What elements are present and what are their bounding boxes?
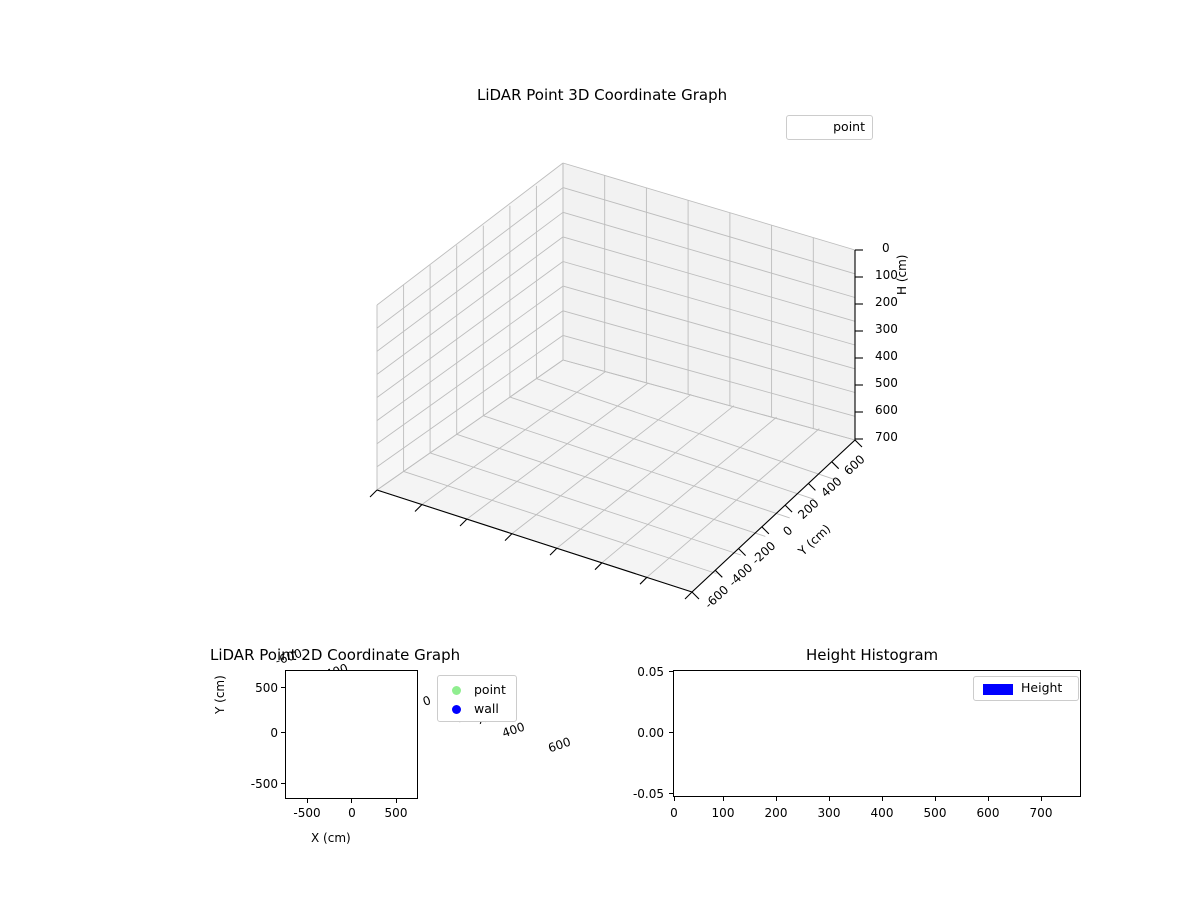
legend-entry-point-label: point (833, 119, 865, 134)
wall-marker-icon (452, 705, 461, 714)
histogram-xtick-2: 200 (764, 806, 788, 820)
y-tick-marks (691, 439, 863, 600)
plot2d-xtick-0: -500 (293, 806, 321, 820)
plot3d-ztick-6: 600 (875, 403, 898, 417)
legend-entry-point[interactable]: point (438, 680, 516, 699)
plot3d-ztick-7: 700 (875, 430, 898, 444)
plot3d-canvas (369, 162, 863, 600)
legend-entry-height-label: Height (1021, 680, 1063, 695)
legend-entry-wall[interactable]: wall (438, 699, 516, 718)
plot2d-xtickmark-2 (396, 799, 397, 803)
histogram-title: Height Histogram (806, 646, 939, 664)
plot2d-ytickmark-2 (281, 783, 285, 784)
legend-entry-point-label: point (474, 682, 506, 697)
x-tick-marks (369, 489, 693, 600)
histogram-xtickmark-7 (1041, 797, 1042, 801)
histogram-xtickmark-4 (882, 797, 883, 801)
plot2d-ytick-0: 500 (255, 681, 278, 695)
axis-spines (376, 250, 856, 593)
histogram-xtickmark-6 (988, 797, 989, 801)
pane-floor (377, 360, 855, 592)
plot3d-xtick-6: 600 (546, 734, 573, 756)
histogram-xtick-1: 100 (711, 806, 735, 820)
plot2d-xtickmark-1 (351, 799, 352, 803)
legend-entry-wall-label: wall (474, 701, 499, 716)
z-tick-marks (855, 249, 863, 440)
height-bar-swatch-icon (983, 684, 1013, 695)
plot2d-ytick-1: 0 (270, 726, 278, 740)
histogram-xtick-5: 500 (923, 806, 947, 820)
plot3d-ztick-1: 100 (875, 268, 898, 282)
histogram-ytick-1: 0.00 (637, 726, 664, 740)
histogram-ytickmark-2 (669, 793, 673, 794)
histogram-xtick-6: 600 (976, 806, 1000, 820)
plot3d-xtick-5: 400 (500, 719, 527, 741)
plot2d-xlabel: X (cm) (311, 831, 351, 845)
histogram-xtickmark-5 (935, 797, 936, 801)
plot3d-ztick-0: 0 (882, 241, 890, 255)
plot3d-legend[interactable]: point (786, 115, 873, 140)
plot3d-title: LiDAR Point 3D Coordinate Graph (477, 86, 728, 104)
histogram-xtickmark-3 (829, 797, 830, 801)
histogram-ytickmark-1 (669, 732, 673, 733)
plot2d-xtick-2: 500 (384, 806, 408, 820)
plot2d-xtickmark-0 (307, 799, 308, 803)
histogram-xtick-7: 700 (1029, 806, 1053, 820)
plot2d-ytick-2: -500 (250, 777, 278, 791)
plot2d-ylabel: Y (cm) (213, 675, 227, 714)
plot2d-axes[interactable] (285, 670, 418, 799)
plot2d-title: LiDAR Point 2D Coordinate Graph (210, 646, 461, 664)
histogram-xtick-4: 400 (870, 806, 894, 820)
plot3d-zlabel: H (cm) (895, 254, 909, 296)
plot3d-ztick-5: 500 (875, 376, 898, 390)
pane-left-wall (377, 163, 563, 490)
plot3d-ztick-3: 300 (875, 322, 898, 336)
plot2d-legend[interactable]: point wall (437, 675, 517, 722)
histogram-legend[interactable]: Height (973, 676, 1079, 701)
histogram-ytick-2: -0.05 (632, 787, 664, 801)
histogram-xtick-3: 300 (817, 806, 841, 820)
histogram-xtick-0: 0 (670, 806, 678, 820)
histogram-xtickmark-0 (674, 797, 675, 801)
plot3d-ztick-4: 400 (875, 349, 898, 363)
plot2d-ytickmark-1 (281, 732, 285, 733)
point-marker-icon (452, 686, 461, 695)
histogram-ytick-0: 0.05 (637, 665, 664, 679)
plot2d-ytickmark-0 (281, 687, 285, 688)
histogram-ytickmark-0 (669, 671, 673, 672)
histogram-xtickmark-1 (723, 797, 724, 801)
histogram-xtickmark-2 (776, 797, 777, 801)
plot3d-xtick-3: 0 (420, 693, 433, 709)
plot3d-axes[interactable]: -600 -400 -200 0 200 400 600 X (cm) -600… (273, 140, 940, 755)
pane-back-wall (563, 163, 855, 440)
plot2d-xtick-1: 0 (348, 806, 356, 820)
plot3d-ztick-2: 200 (875, 295, 898, 309)
